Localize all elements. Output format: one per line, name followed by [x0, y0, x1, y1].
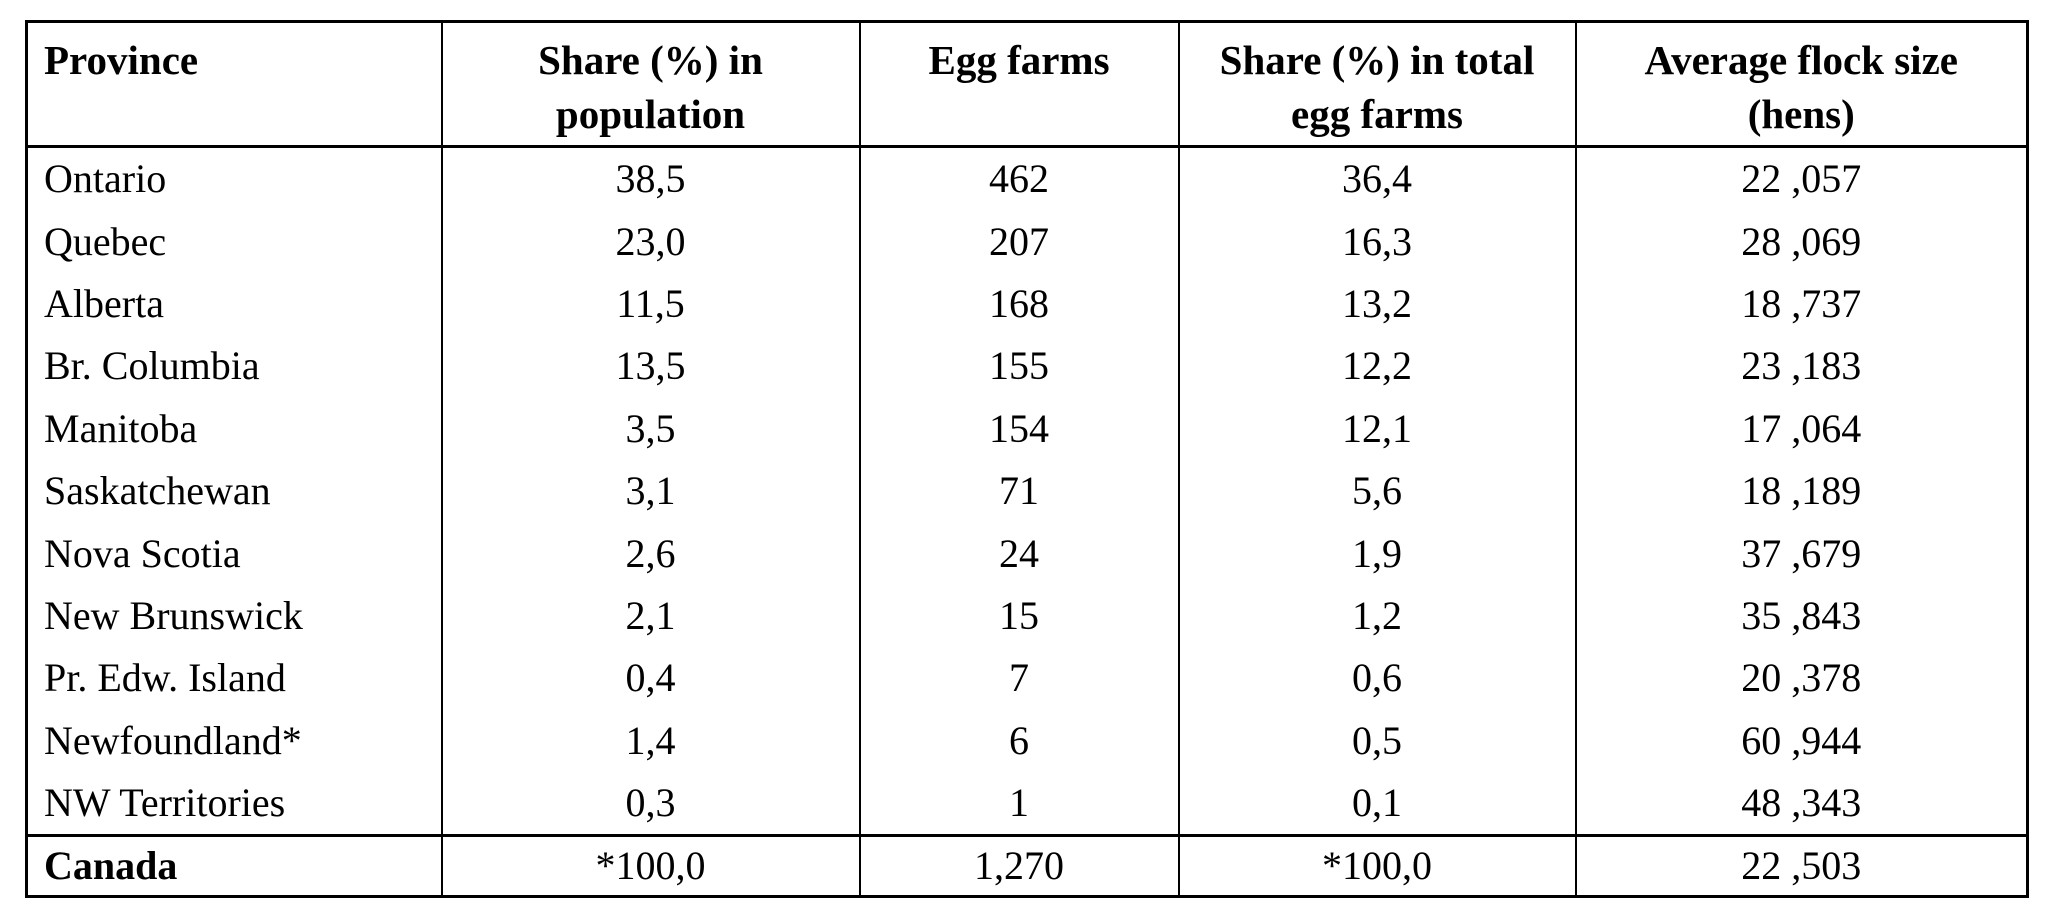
- cell-province: Ontario: [26, 146, 443, 211]
- cell-province: Manitoba: [26, 397, 443, 460]
- table-row: NW Territories 0,3 1 0,1 48 ,343: [26, 771, 2028, 836]
- column-header-share-population: Share (%) in population: [440, 21, 861, 148]
- cell-share-population-total: *100,0: [440, 834, 861, 897]
- cell-average-flock-size: 23 ,183: [1574, 335, 2028, 398]
- table-row: Manitoba 3,5 154 12,1 17 ,064: [26, 397, 2028, 460]
- cell-average-flock-size: 60 ,944: [1574, 709, 2028, 772]
- header-row: Province Share (%) in population Egg far…: [26, 21, 2028, 148]
- table-row: Alberta 11,5 168 13,2 18 ,737: [26, 272, 2028, 336]
- cell-share-total-egg-farms: 5,6: [1177, 459, 1577, 523]
- table-row: Newfoundland* 1,4 6 0,5 60 ,944: [26, 709, 2028, 772]
- cell-average-flock-size: 18 ,189: [1574, 459, 2028, 523]
- cell-egg-farms: 1: [858, 771, 1180, 836]
- cell-province: Quebec: [26, 210, 443, 273]
- cell-average-flock-size: 28 ,069: [1574, 210, 2028, 273]
- cell-average-flock-size: 48 ,343: [1574, 771, 2028, 836]
- cell-province: Pr. Edw. Island: [26, 647, 443, 710]
- cell-egg-farms: 154: [858, 397, 1180, 460]
- cell-province: NW Territories: [26, 771, 443, 836]
- cell-share-total-egg-farms: 0,1: [1177, 771, 1577, 836]
- cell-province: New Brunswick: [26, 584, 443, 648]
- cell-share-total-egg-farms: 13,2: [1177, 272, 1577, 336]
- cell-share-population: 2,1: [440, 584, 861, 648]
- cell-share-population: 1,4: [440, 709, 861, 772]
- cell-average-flock-size: 37 ,679: [1574, 522, 2028, 585]
- cell-share-total-egg-farms: 16,3: [1177, 210, 1577, 273]
- cell-province: Saskatchewan: [26, 459, 443, 523]
- cell-share-total-egg-farms: 12,1: [1177, 397, 1577, 460]
- column-header-average-flock-size: Average flock size (hens): [1574, 21, 2028, 148]
- cell-share-population: 2,6: [440, 522, 861, 585]
- cell-province: Nova Scotia: [26, 522, 443, 585]
- cell-share-total-egg-farms: 1,2: [1177, 584, 1577, 648]
- cell-share-total-egg-farms: 0,5: [1177, 709, 1577, 772]
- table-row: Nova Scotia 2,6 24 1,9 37 ,679: [26, 522, 2028, 585]
- cell-average-flock-size: 35 ,843: [1574, 584, 2028, 648]
- cell-share-total-egg-farms-total: *100,0: [1177, 834, 1577, 897]
- table-row: Br. Columbia 13,5 155 12,2 23 ,183: [26, 335, 2028, 398]
- cell-province: Alberta: [26, 272, 443, 336]
- cell-egg-farms: 7: [858, 647, 1180, 710]
- column-header-egg-farms: Egg farms: [858, 21, 1180, 148]
- cell-province-total: Canada: [26, 834, 443, 897]
- cell-average-flock-size: 20 ,378: [1574, 647, 2028, 710]
- table-body: Ontario 38,5 462 36,4 22 ,057 Quebec 23,…: [26, 146, 2028, 836]
- cell-share-population: 11,5: [440, 272, 861, 336]
- cell-share-total-egg-farms: 0,6: [1177, 647, 1577, 710]
- table-row: New Brunswick 2,1 15 1,2 35 ,843: [26, 584, 2028, 648]
- cell-share-population: 13,5: [440, 335, 861, 398]
- cell-average-flock-size: 18 ,737: [1574, 272, 2028, 336]
- egg-farms-table: Province Share (%) in population Egg far…: [25, 20, 2029, 899]
- table-row: Quebec 23,0 207 16,3 28 ,069: [26, 210, 2028, 273]
- cell-province: Newfoundland*: [26, 709, 443, 772]
- table-row: Pr. Edw. Island 0,4 7 0,6 20 ,378: [26, 647, 2028, 710]
- cell-egg-farms: 168: [858, 272, 1180, 336]
- cell-average-flock-size: 17 ,064: [1574, 397, 2028, 460]
- table-footer: Canada *100,0 1,270 *100,0 22 ,503: [26, 834, 2028, 897]
- cell-province: Br. Columbia: [26, 335, 443, 398]
- table-row: Ontario 38,5 462 36,4 22 ,057: [26, 146, 2028, 211]
- cell-egg-farms: 155: [858, 335, 1180, 398]
- total-row: Canada *100,0 1,270 *100,0 22 ,503: [26, 834, 2028, 897]
- table-header: Province Share (%) in population Egg far…: [26, 21, 2028, 148]
- cell-share-total-egg-farms: 12,2: [1177, 335, 1577, 398]
- cell-egg-farms: 15: [858, 584, 1180, 648]
- column-header-province: Province: [26, 21, 443, 148]
- table-row: Saskatchewan 3,1 71 5,6 18 ,189: [26, 459, 2028, 523]
- cell-egg-farms: 6: [858, 709, 1180, 772]
- cell-share-total-egg-farms: 36,4: [1177, 146, 1577, 211]
- cell-share-population: 23,0: [440, 210, 861, 273]
- column-header-share-total-egg-farms: Share (%) in total egg farms: [1177, 21, 1577, 148]
- cell-egg-farms: 71: [858, 459, 1180, 523]
- cell-share-population: 3,1: [440, 459, 861, 523]
- cell-share-total-egg-farms: 1,9: [1177, 522, 1577, 585]
- cell-average-flock-size: 22 ,057: [1574, 146, 2028, 211]
- cell-share-population: 3,5: [440, 397, 861, 460]
- cell-share-population: 38,5: [440, 146, 861, 211]
- cell-egg-farms: 24: [858, 522, 1180, 585]
- cell-share-population: 0,4: [440, 647, 861, 710]
- cell-share-population: 0,3: [440, 771, 861, 836]
- cell-average-flock-size-total: 22 ,503: [1574, 834, 2028, 897]
- cell-egg-farms: 207: [858, 210, 1180, 273]
- cell-egg-farms-total: 1,270: [858, 834, 1180, 897]
- cell-egg-farms: 462: [858, 146, 1180, 211]
